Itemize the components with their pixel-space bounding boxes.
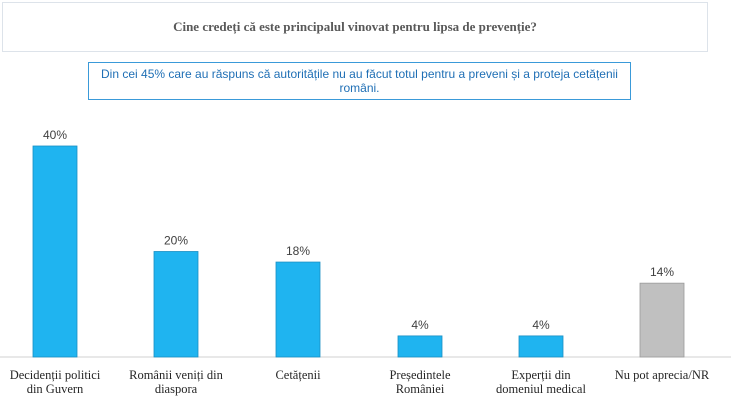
bar-3 <box>397 335 443 358</box>
category-label-5: Nu pot aprecia/NR <box>615 368 710 382</box>
category-label-3: Președintele României <box>389 368 451 396</box>
bar-1 <box>153 251 199 358</box>
data-label-4: 4% <box>532 318 550 332</box>
bar-4 <box>518 335 564 358</box>
category-label-0: Decidenții politici din Guvern <box>10 368 101 396</box>
category-label-4: Experții din domeniul medical <box>496 368 586 396</box>
chart-subtitle: Din cei 45% care au răspuns că autorităț… <box>88 62 631 100</box>
bar-2 <box>275 261 321 358</box>
data-label-2: 18% <box>286 244 310 258</box>
chart-title: Cine credeți că este principalul vinovat… <box>2 2 708 52</box>
data-label-3: 4% <box>411 318 429 332</box>
category-label-1: Românii veniți din diaspora <box>129 368 223 396</box>
category-label-2: Cetățenii <box>275 368 321 382</box>
data-label-1: 20% <box>164 234 188 248</box>
bar-5 <box>639 282 685 358</box>
data-label-5: 14% <box>650 265 674 279</box>
data-label-0: 40% <box>43 128 67 142</box>
bar-0 <box>32 145 78 358</box>
